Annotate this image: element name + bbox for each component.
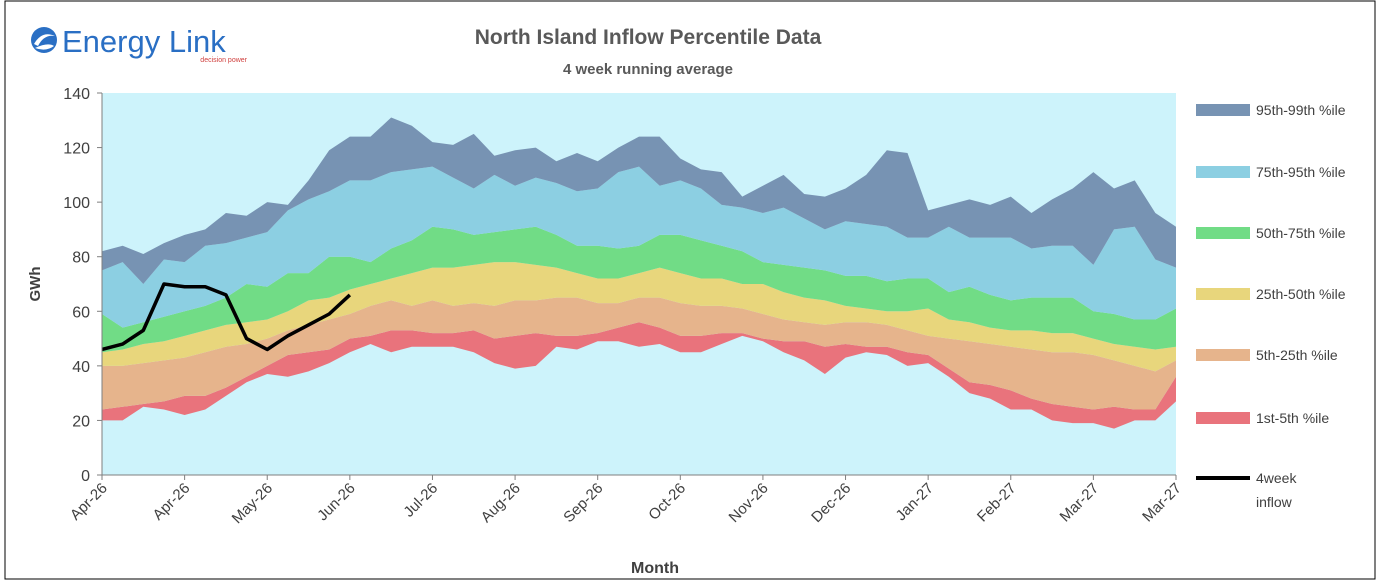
logo-swoosh — [34, 34, 55, 50]
x-tick-label: Jun-26 — [314, 480, 358, 524]
legend-swatch — [1196, 166, 1250, 178]
x-axis-label: Month — [631, 560, 679, 577]
logo-tagline: decision power — [200, 57, 247, 64]
legend-swatch — [1196, 227, 1250, 239]
legend-swatch — [1196, 104, 1250, 116]
legend-label: 50th-75th %ile — [1256, 225, 1346, 241]
legend-label: 1st-5th %ile — [1256, 410, 1330, 426]
legend-swatch — [1196, 412, 1250, 424]
legend-label: 4week inflow — [1256, 470, 1297, 510]
band-area — [102, 297, 1176, 410]
x-tick-label: Feb-27 — [974, 480, 1020, 526]
y-tick-label: 140 — [63, 86, 90, 103]
y-tick-label: 40 — [72, 359, 90, 376]
band-area — [102, 262, 1176, 372]
legend-swatch — [1196, 349, 1250, 361]
y-tick-label: 80 — [72, 250, 90, 267]
x-tick-label: Dec-26 — [808, 480, 854, 526]
x-tick-label: Jul-26 — [400, 480, 441, 521]
inflow-line — [101, 282, 352, 352]
y-tick-label: 60 — [72, 304, 90, 321]
legend-label: 25th-50th %ile — [1256, 286, 1346, 302]
y-tick-label: 20 — [72, 413, 90, 430]
band-area — [102, 117, 1176, 284]
legend-label: 95th-99th %ile — [1256, 102, 1346, 118]
band-area — [102, 226, 1176, 353]
x-tick-label: Jan-27 — [893, 480, 937, 524]
band-area — [102, 322, 1176, 429]
band-area — [102, 166, 1176, 328]
x-tick-label: Aug-26 — [478, 480, 524, 526]
chart-subtitle: 4 week running average — [563, 61, 733, 78]
legend-swatch — [1196, 288, 1250, 300]
x-tick-label: Mar-27 — [1139, 480, 1185, 526]
x-tick-label: Apr-26 — [150, 480, 194, 524]
base-area — [102, 335, 1176, 475]
legend-label: 75th-95th %ile — [1256, 164, 1346, 180]
x-tick-label: Nov-26 — [726, 480, 772, 526]
logo-name: Energy Link — [62, 24, 226, 59]
y-tick-label: 120 — [63, 141, 90, 158]
frame — [4, 0, 1376, 580]
x-tick-label: Sep-26 — [560, 480, 606, 526]
chart-title: North Island Inflow Percentile Data — [475, 26, 822, 49]
legend-label: 5th-25th %ile — [1256, 347, 1338, 363]
y-tick-label: 100 — [63, 195, 90, 212]
y-tick-label: 0 — [81, 468, 90, 485]
x-tick-label: Mar-27 — [1057, 480, 1103, 526]
x-tick-label: Oct-26 — [645, 480, 689, 524]
legend-line — [1196, 476, 1250, 480]
x-tick-label: May-26 — [229, 480, 276, 527]
x-tick-label: Apr-26 — [67, 480, 111, 524]
y-axis-label: GWh — [27, 267, 44, 302]
